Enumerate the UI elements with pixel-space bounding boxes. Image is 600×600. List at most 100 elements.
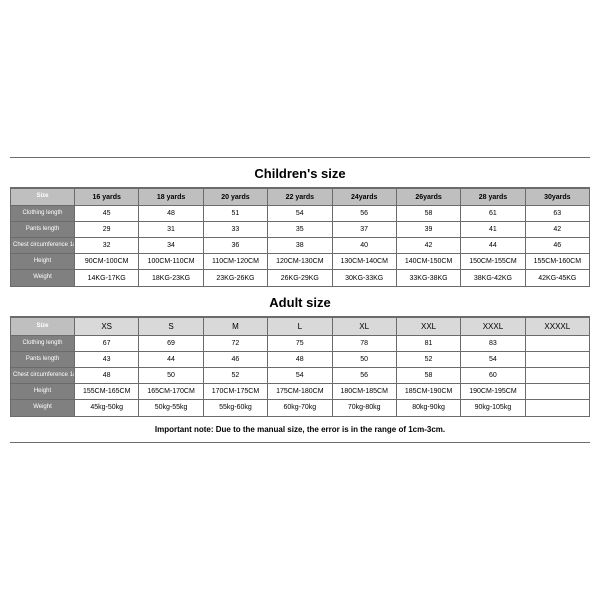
table-cell: 100CM-110CM <box>139 254 203 270</box>
table-cell: 18KG-23KG <box>139 270 203 286</box>
adult-title: Adult size <box>10 287 590 317</box>
column-header: Size <box>11 189 75 205</box>
column-header: 20 yards <box>203 189 267 205</box>
size-chart-inner: Children's size Size16 yards18 yards20 y… <box>10 157 590 442</box>
table-cell: 42 <box>525 221 589 237</box>
table-cell: 56 <box>332 367 396 383</box>
table-cell: 45kg-50kg <box>75 400 139 416</box>
column-header: 16 yards <box>75 189 139 205</box>
table-cell: 46 <box>525 238 589 254</box>
table-row: Chest circumference 1/248505254565860 <box>11 367 590 383</box>
row-label: Height <box>11 384 75 400</box>
table-cell: 52 <box>203 367 267 383</box>
table-cell: 63 <box>525 205 589 221</box>
adult-table: SizeXSSMLXLXXLXXXLXXXXLClothing length67… <box>10 317 590 417</box>
table-cell: 185CM-190CM <box>396 384 460 400</box>
table-cell: 46 <box>203 351 267 367</box>
row-label: Height <box>11 254 75 270</box>
table-row: Height155CM-165CM165CM-170CM170CM-175CM1… <box>11 384 590 400</box>
children-table: Size16 yards18 yards20 yards22 yards24ya… <box>10 188 590 286</box>
table-header-row: Size16 yards18 yards20 yards22 yards24ya… <box>11 189 590 205</box>
table-cell: 34 <box>139 238 203 254</box>
table-header-row: SizeXSSMLXLXXLXXXLXXXXL <box>11 317 590 335</box>
row-label: Chest circumference 1/2 <box>11 367 75 383</box>
table-cell: 26KG-29KG <box>268 270 332 286</box>
table-cell: 41 <box>461 221 525 237</box>
row-label: Weight <box>11 400 75 416</box>
column-header: Size <box>11 317 75 335</box>
table-cell: 54 <box>268 205 332 221</box>
table-cell: 44 <box>139 351 203 367</box>
table-cell: 150CM-155CM <box>461 254 525 270</box>
column-header: L <box>268 317 332 335</box>
table-cell: 23KG-26KG <box>203 270 267 286</box>
table-cell: 32 <box>75 238 139 254</box>
table-cell: 140CM-150CM <box>396 254 460 270</box>
column-header: 26yards <box>396 189 460 205</box>
table-cell: 170CM-175CM <box>203 384 267 400</box>
table-row: Weight45kg-50kg50kg-55kg55kg-60kg60kg-70… <box>11 400 590 416</box>
table-cell <box>525 367 589 383</box>
table-cell: 81 <box>396 335 460 351</box>
table-cell: 38KG-42KG <box>461 270 525 286</box>
table-cell: 155CM-160CM <box>525 254 589 270</box>
table-cell: 90CM-100CM <box>75 254 139 270</box>
table-cell: 110CM-120CM <box>203 254 267 270</box>
table-cell: 80kg-90kg <box>396 400 460 416</box>
table-cell: 155CM-165CM <box>75 384 139 400</box>
table-cell: 48 <box>268 351 332 367</box>
table-cell: 54 <box>461 351 525 367</box>
table-row: Weight14KG-17KG18KG-23KG23KG-26KG26KG-29… <box>11 270 590 286</box>
table-cell: 180CM-185CM <box>332 384 396 400</box>
table-cell: 165CM-170CM <box>139 384 203 400</box>
column-header: XS <box>75 317 139 335</box>
table-cell: 56 <box>332 205 396 221</box>
table-cell: 130CM-140CM <box>332 254 396 270</box>
table-cell: 67 <box>75 335 139 351</box>
table-cell: 48 <box>139 205 203 221</box>
table-cell: 43 <box>75 351 139 367</box>
column-header: 24yards <box>332 189 396 205</box>
table-cell: 75 <box>268 335 332 351</box>
table-row: Height90CM-100CM100CM-110CM110CM-120CM12… <box>11 254 590 270</box>
table-cell: 70kg-80kg <box>332 400 396 416</box>
table-cell <box>525 400 589 416</box>
table-row: Chest circumference 1/23234363840424446 <box>11 238 590 254</box>
table-cell: 90kg-105kg <box>461 400 525 416</box>
column-header: 22 yards <box>268 189 332 205</box>
table-cell: 83 <box>461 335 525 351</box>
table-cell: 52 <box>396 351 460 367</box>
table-cell: 40 <box>332 238 396 254</box>
table-cell: 175CM-180CM <box>268 384 332 400</box>
children-title: Children's size <box>10 158 590 188</box>
table-cell <box>525 335 589 351</box>
table-cell: 60kg-70kg <box>268 400 332 416</box>
row-label: Clothing length <box>11 335 75 351</box>
table-cell: 44 <box>461 238 525 254</box>
table-cell: 42 <box>396 238 460 254</box>
table-cell: 45 <box>75 205 139 221</box>
table-row: Pants length2931333537394142 <box>11 221 590 237</box>
row-label: Pants length <box>11 221 75 237</box>
column-header: 30yards <box>525 189 589 205</box>
table-cell: 42KG-45KG <box>525 270 589 286</box>
column-header: XXXL <box>461 317 525 335</box>
table-cell: 72 <box>203 335 267 351</box>
column-header: S <box>139 317 203 335</box>
table-cell: 36 <box>203 238 267 254</box>
table-cell: 78 <box>332 335 396 351</box>
row-label: Pants length <box>11 351 75 367</box>
table-cell: 33KG-38KG <box>396 270 460 286</box>
table-cell: 33 <box>203 221 267 237</box>
column-header: 28 yards <box>461 189 525 205</box>
column-header: 18 yards <box>139 189 203 205</box>
size-chart-container: Children's size Size16 yards18 yards20 y… <box>0 0 600 600</box>
table-cell: 50kg-55kg <box>139 400 203 416</box>
table-cell: 39 <box>396 221 460 237</box>
table-cell <box>525 351 589 367</box>
table-row: Clothing length67697275788183 <box>11 335 590 351</box>
table-cell: 58 <box>396 367 460 383</box>
important-note: Important note: Due to the manual size, … <box>10 417 590 442</box>
table-row: Clothing length4548515456586163 <box>11 205 590 221</box>
table-cell: 48 <box>75 367 139 383</box>
